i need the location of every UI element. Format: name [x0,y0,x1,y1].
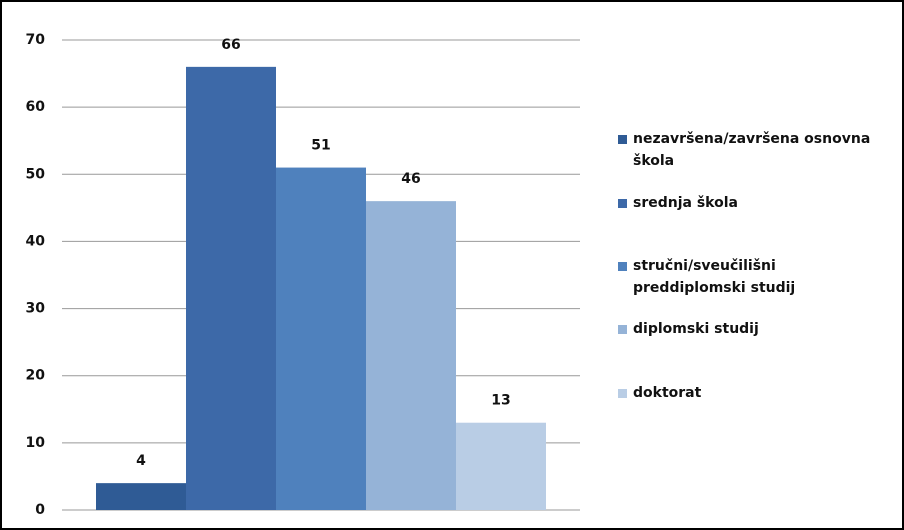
bar [456,422,546,510]
legend-item: doktorat [618,382,701,404]
legend-item: stručni/sveučilišni preddiplomski studij [618,255,893,299]
y-tick-label: 0 [35,502,45,518]
legend-item: nezavršena/završena osnovna škola [618,128,893,172]
legend-label: srednja škola [633,195,738,211]
y-tick-label: 50 [26,166,46,182]
y-tick-label: 10 [26,435,46,451]
y-tick-label: 40 [26,233,46,249]
y-tick-label: 70 [26,32,46,48]
legend-swatch [618,135,627,144]
data-label: 51 [311,138,330,154]
legend-label: doktorat [633,385,702,401]
legend-item: srednja škola [618,192,738,214]
legend-swatch [618,199,627,208]
data-label: 66 [221,37,240,53]
legend-label: stručni/sveučilišni preddiplomski studij [633,258,796,296]
bar [96,483,186,510]
y-tick-label: 30 [26,301,46,317]
legend-label: diplomski studij [633,321,759,337]
bar [366,201,456,510]
data-label: 46 [401,171,420,187]
legend-label: nezavršena/završena osnovna škola [633,131,871,169]
data-label: 13 [491,393,510,409]
legend-item: diplomski studij [618,318,759,340]
bar [276,167,366,511]
y-tick-label: 20 [26,368,46,384]
y-tick-label: 60 [26,99,46,115]
legend-swatch [618,262,627,271]
legend-swatch [618,389,627,398]
legend-swatch [618,325,627,334]
bar [186,66,276,510]
data-label: 4 [136,453,146,469]
